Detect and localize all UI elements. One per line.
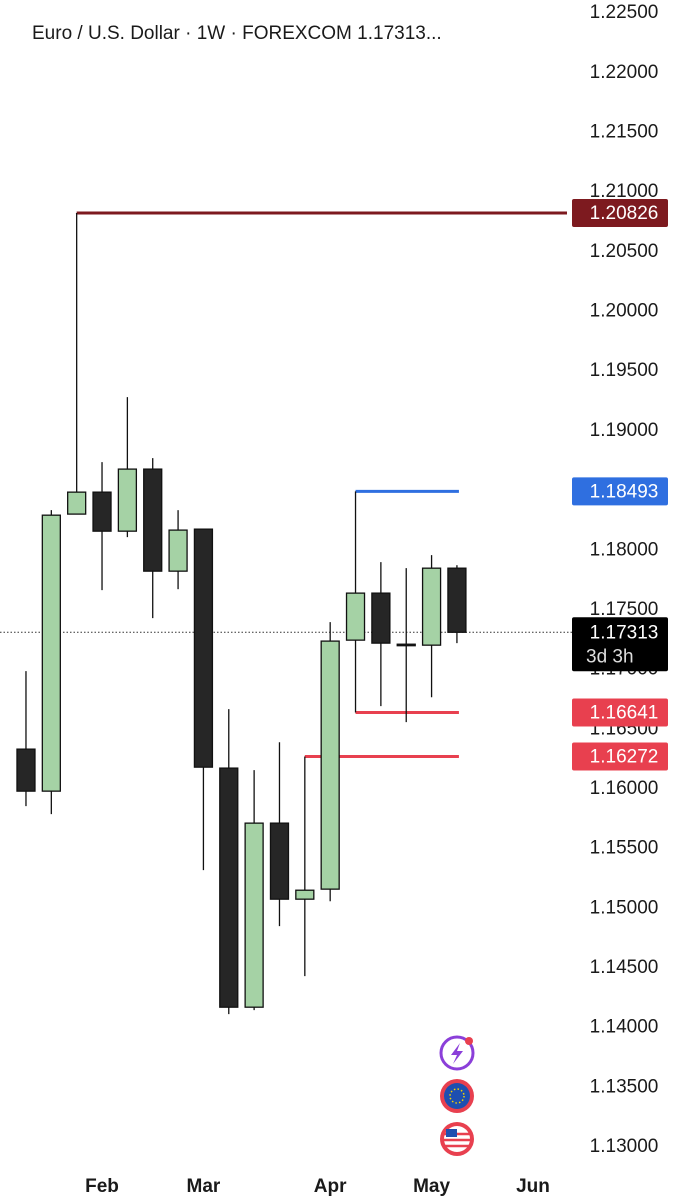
level-label-box [572, 742, 668, 771]
y-tick-label: 1.17500 [590, 599, 659, 620]
level-label-box [572, 477, 668, 506]
candle-body [371, 592, 391, 644]
x-tick-label: Feb [85, 1176, 119, 1197]
candle-body [447, 567, 467, 633]
y-tick-label: 1.21000 [590, 181, 659, 202]
flash-glyph [451, 1043, 463, 1064]
candle-body [421, 567, 442, 646]
x-tick-label: Jun [516, 1176, 550, 1197]
candle-body [41, 514, 61, 792]
candle-body [269, 822, 290, 900]
y-tick-label: 1.15000 [590, 897, 659, 918]
candle-body [117, 468, 138, 532]
price-label: 1.17313 [590, 622, 659, 643]
y-tick-label: 1.19500 [590, 360, 659, 381]
level-label: 1.16641 [590, 702, 659, 723]
level-label: 1.16272 [590, 747, 659, 768]
y-tick-label: 1.22500 [590, 2, 659, 23]
y-tick-label: 1.13000 [590, 1136, 659, 1157]
candle-body [320, 640, 340, 890]
x-tick-label: Apr [314, 1176, 347, 1197]
eu-flag [444, 1083, 470, 1109]
level-label: 1.20826 [590, 203, 659, 224]
y-tick-label: 1.14000 [590, 1017, 659, 1038]
eu-stars [449, 1088, 465, 1104]
y-tick-label: 1.14500 [590, 957, 659, 978]
x-tick-label: Mar [187, 1176, 221, 1197]
y-tick-label: 1.20500 [590, 241, 659, 262]
candle-body [244, 822, 264, 1008]
level-label: 1.18493 [590, 481, 659, 502]
y-tick-label: 1.13500 [590, 1076, 659, 1097]
y-tick-label: 1.16000 [590, 778, 659, 799]
candle-body [345, 592, 366, 641]
candle-body [67, 491, 87, 515]
x-tick-label: May [413, 1176, 450, 1197]
y-tick-label: 1.18000 [590, 539, 659, 560]
y-tick-label: 1.22000 [590, 62, 659, 83]
y-tick-label: 1.21500 [590, 122, 659, 143]
countdown-label: 3d 3h [586, 646, 634, 667]
candle-body [143, 468, 163, 572]
candle-body [168, 529, 188, 572]
price-label-box [572, 617, 668, 672]
icons[interactable] [439, 1035, 475, 1156]
flash-icon[interactable] [439, 1035, 475, 1071]
y-tick-label: 1.19000 [590, 420, 659, 441]
candle-body [193, 528, 214, 768]
candle-body [396, 643, 416, 647]
y-tick-label: 1.15500 [590, 838, 659, 859]
candle-body [295, 889, 315, 900]
level-label-box [572, 198, 668, 227]
y-tick-label: 1.20000 [590, 301, 659, 322]
level-label-box [572, 698, 668, 727]
us-canton [446, 1129, 457, 1137]
candle-body [92, 491, 112, 532]
notification-dot [465, 1037, 473, 1045]
candle-body [219, 767, 239, 1008]
candle-body [16, 748, 36, 792]
chart-title: Euro / U.S. Dollar · 1W · FOREXCOM 1.173… [32, 23, 442, 44]
